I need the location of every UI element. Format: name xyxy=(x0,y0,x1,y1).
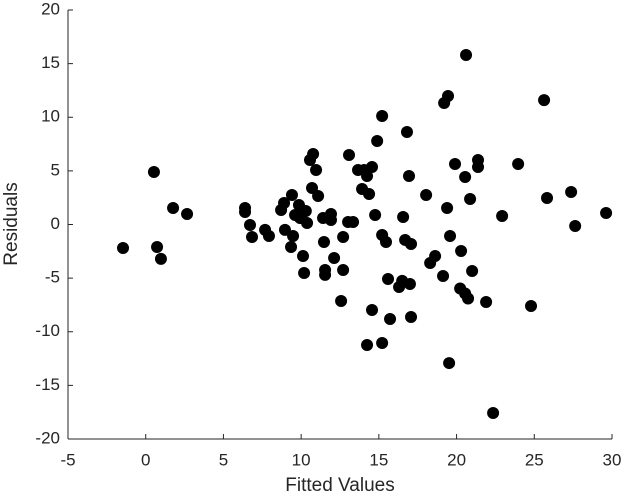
point xyxy=(443,357,456,370)
point xyxy=(444,229,457,242)
point xyxy=(297,250,310,263)
point xyxy=(420,189,433,202)
point xyxy=(466,265,479,278)
point xyxy=(154,252,167,265)
y-tick-label: 15 xyxy=(41,53,60,72)
point xyxy=(380,235,393,248)
x-tick-label: 10 xyxy=(292,450,311,469)
point xyxy=(600,207,613,220)
point xyxy=(319,268,332,281)
point xyxy=(449,158,462,171)
x-tick-label: 25 xyxy=(525,450,544,469)
point xyxy=(312,189,325,202)
point xyxy=(285,241,298,254)
y-tick-label: 0 xyxy=(51,214,60,233)
point xyxy=(239,205,252,218)
x-tick-label: -5 xyxy=(60,450,75,469)
point xyxy=(384,312,397,325)
point xyxy=(376,337,389,350)
point xyxy=(382,272,395,285)
point xyxy=(403,278,416,291)
point xyxy=(262,229,275,242)
point xyxy=(442,90,455,103)
point xyxy=(337,263,350,276)
point xyxy=(244,219,257,232)
y-tick-label: 5 xyxy=(51,160,60,179)
point xyxy=(455,244,468,257)
point xyxy=(361,339,374,352)
point xyxy=(480,296,493,309)
x-axis-label: Fitted Values xyxy=(285,475,394,496)
point xyxy=(117,241,130,254)
point xyxy=(538,94,551,107)
x-tick-label: 30 xyxy=(603,450,622,469)
point xyxy=(301,216,314,229)
point xyxy=(459,170,472,183)
y-axis-label: Residuals xyxy=(1,182,22,265)
point xyxy=(278,197,291,210)
point xyxy=(376,109,389,122)
point xyxy=(369,208,382,221)
point xyxy=(460,49,473,62)
x-tick-label: 0 xyxy=(141,450,150,469)
point xyxy=(167,201,180,214)
point xyxy=(337,231,350,244)
point xyxy=(437,269,450,282)
point xyxy=(181,207,194,220)
point xyxy=(151,241,164,254)
point xyxy=(371,134,384,147)
point xyxy=(405,310,418,323)
y-tick-label: 10 xyxy=(41,107,60,126)
point xyxy=(462,292,475,305)
y-tick-label: 20 xyxy=(41,0,60,18)
point xyxy=(496,210,509,223)
x-tick-label: 5 xyxy=(219,450,228,469)
point xyxy=(397,210,410,223)
point xyxy=(298,266,311,279)
point xyxy=(363,188,376,201)
point xyxy=(487,407,500,420)
point xyxy=(307,148,320,161)
point xyxy=(343,149,356,162)
point xyxy=(299,204,312,217)
point xyxy=(565,186,578,199)
point xyxy=(310,164,323,177)
y-tick-label: -10 xyxy=(35,321,60,340)
point xyxy=(324,213,337,226)
point xyxy=(405,238,418,251)
point xyxy=(403,170,416,183)
point xyxy=(287,229,300,242)
x-tick-label: 15 xyxy=(369,450,388,469)
point xyxy=(361,170,374,183)
point xyxy=(147,165,160,178)
y-tick-label: -20 xyxy=(35,428,60,447)
point xyxy=(335,294,348,307)
point xyxy=(285,189,298,202)
y-tick-label: -15 xyxy=(35,375,60,394)
point xyxy=(246,231,259,244)
point xyxy=(512,158,525,171)
point xyxy=(347,216,360,229)
point xyxy=(366,161,379,174)
point xyxy=(525,300,538,313)
point xyxy=(328,251,341,264)
point xyxy=(569,220,582,233)
x-tick-label: 20 xyxy=(447,450,466,469)
point xyxy=(400,126,413,139)
point xyxy=(464,192,477,205)
y-tick-label: -5 xyxy=(45,268,60,287)
point xyxy=(429,250,442,263)
point xyxy=(541,192,554,205)
point xyxy=(317,235,330,248)
point xyxy=(366,303,379,316)
point xyxy=(472,161,485,174)
point xyxy=(441,201,454,214)
